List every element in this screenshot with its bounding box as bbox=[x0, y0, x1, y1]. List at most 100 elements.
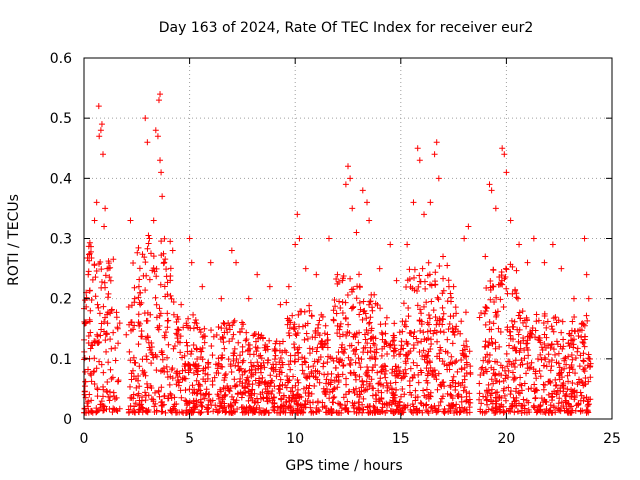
data-point bbox=[135, 244, 142, 251]
data-point bbox=[253, 406, 260, 413]
data-point bbox=[250, 405, 257, 412]
data-point bbox=[215, 360, 222, 367]
data-point bbox=[170, 403, 177, 410]
data-point bbox=[286, 398, 293, 405]
data-point bbox=[441, 409, 448, 416]
data-point bbox=[194, 324, 201, 331]
data-point bbox=[183, 409, 190, 416]
data-point bbox=[492, 378, 499, 385]
data-point bbox=[248, 373, 255, 380]
data-point bbox=[86, 239, 93, 246]
data-point bbox=[129, 367, 136, 374]
data-point bbox=[154, 133, 161, 140]
data-point bbox=[305, 385, 312, 392]
data-point bbox=[358, 388, 365, 395]
data-point bbox=[487, 284, 494, 291]
data-point bbox=[372, 355, 379, 362]
data-point bbox=[391, 320, 398, 327]
data-point bbox=[164, 324, 171, 331]
data-point bbox=[384, 384, 391, 391]
data-point bbox=[129, 326, 136, 333]
data-point bbox=[532, 394, 539, 401]
data-point bbox=[376, 265, 383, 272]
data-point bbox=[127, 383, 134, 390]
data-point bbox=[110, 329, 117, 336]
data-point bbox=[258, 363, 265, 370]
data-point bbox=[479, 409, 486, 416]
data-point bbox=[240, 321, 247, 328]
data-point bbox=[463, 361, 470, 368]
data-point bbox=[222, 408, 229, 415]
data-point bbox=[551, 404, 558, 411]
data-point bbox=[239, 371, 246, 378]
data-point bbox=[197, 329, 204, 336]
data-point bbox=[391, 368, 398, 375]
data-point bbox=[146, 276, 153, 283]
y-axis-label: ROTI / TECUs bbox=[6, 194, 22, 286]
data-point bbox=[339, 371, 346, 378]
data-point bbox=[372, 335, 379, 342]
data-point bbox=[176, 339, 183, 346]
data-point bbox=[512, 388, 519, 395]
data-point bbox=[87, 243, 94, 250]
data-point bbox=[445, 283, 452, 290]
data-point bbox=[239, 348, 246, 355]
data-point bbox=[376, 409, 383, 416]
data-point bbox=[562, 398, 569, 405]
data-point bbox=[231, 345, 238, 352]
data-point bbox=[301, 336, 308, 343]
data-point bbox=[298, 404, 305, 411]
data-point bbox=[271, 356, 278, 363]
data-point bbox=[577, 397, 584, 404]
data-point bbox=[406, 266, 413, 273]
data-point bbox=[245, 397, 252, 404]
data-point bbox=[532, 387, 539, 394]
data-point bbox=[509, 290, 516, 297]
data-point bbox=[368, 327, 375, 334]
data-point bbox=[446, 321, 453, 328]
data-point bbox=[384, 351, 391, 358]
data-point bbox=[432, 269, 439, 276]
data-point bbox=[498, 277, 505, 284]
data-point bbox=[527, 330, 534, 337]
data-point bbox=[384, 387, 391, 394]
data-point bbox=[278, 395, 285, 402]
data-point bbox=[449, 324, 456, 331]
data-point bbox=[161, 235, 168, 242]
data-point bbox=[547, 407, 554, 414]
data-point bbox=[131, 284, 138, 291]
data-point bbox=[568, 327, 575, 334]
data-point bbox=[270, 404, 277, 411]
data-point bbox=[184, 342, 191, 349]
data-point bbox=[350, 286, 357, 293]
data-point bbox=[251, 390, 258, 397]
data-point bbox=[153, 301, 160, 308]
data-point bbox=[330, 386, 337, 393]
data-point bbox=[191, 404, 198, 411]
data-point bbox=[409, 374, 416, 381]
data-point bbox=[103, 348, 110, 355]
data-point bbox=[236, 366, 243, 373]
data-point bbox=[230, 319, 237, 326]
data-point bbox=[541, 354, 548, 361]
data-point bbox=[161, 283, 168, 290]
data-point bbox=[420, 329, 427, 336]
data-point bbox=[444, 366, 451, 373]
data-point bbox=[109, 374, 116, 381]
data-point bbox=[493, 294, 500, 301]
data-point bbox=[231, 382, 238, 389]
data-point bbox=[279, 338, 286, 345]
data-point bbox=[477, 406, 484, 413]
data-point bbox=[481, 310, 488, 317]
data-point bbox=[548, 323, 555, 330]
data-point bbox=[157, 281, 164, 288]
data-point bbox=[272, 352, 279, 359]
data-point bbox=[515, 331, 522, 338]
data-point bbox=[352, 359, 359, 366]
data-point bbox=[390, 352, 397, 359]
data-point bbox=[428, 403, 435, 410]
data-point bbox=[401, 404, 408, 411]
data-point bbox=[539, 346, 546, 353]
data-point bbox=[541, 340, 548, 347]
data-point bbox=[283, 384, 290, 391]
